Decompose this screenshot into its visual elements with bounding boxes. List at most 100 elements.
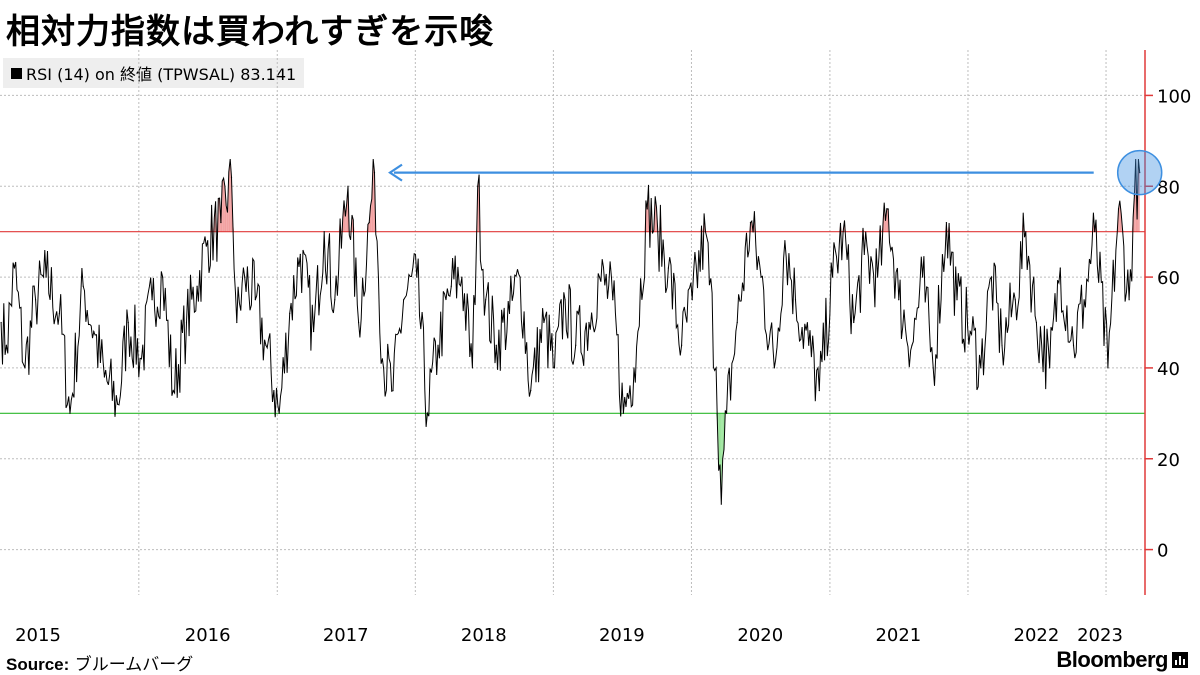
rsi-point (172, 390, 174, 392)
x-tick-label: 2018 (461, 625, 507, 646)
rsi-point (831, 276, 834, 278)
rsi-point (1117, 208, 1120, 210)
rsi-point (842, 231, 844, 233)
overbought-fill (346, 186, 349, 232)
rsi-point (945, 221, 948, 224)
rsi-point (898, 299, 900, 301)
rsi-point (1107, 367, 1109, 369)
rsi-point (58, 312, 60, 315)
rsi-point (990, 276, 993, 278)
annotation (388, 149, 1163, 196)
rsi-point (312, 330, 315, 333)
rsi-point (220, 221, 222, 224)
highlight-circle (1116, 149, 1163, 196)
y-tick-label: 40 (1157, 359, 1180, 380)
overbought-fill (228, 159, 231, 232)
rsi-point (45, 276, 47, 278)
x-axis-ticks: 2015 2016 2017 2018 2019 2020 2021 2022 2023 (15, 625, 1123, 646)
rsi-point (720, 503, 722, 505)
rsi-point (667, 267, 669, 269)
rsi-point (151, 299, 153, 301)
rsi-point (1094, 231, 1096, 233)
bars-icon (1172, 652, 1188, 668)
rsi-point (736, 321, 738, 324)
overbought-fill (223, 178, 225, 232)
rsi-point (162, 276, 164, 278)
oversold-fill (718, 413, 721, 471)
overbought-fill (222, 178, 224, 232)
rsi-point (969, 330, 971, 333)
rsi-point (760, 276, 762, 278)
rsi-point (530, 390, 532, 392)
rsi-point (575, 344, 577, 346)
rsi-point (347, 185, 349, 187)
brand-logo-text: Bloomberg (1056, 647, 1168, 672)
rsi-point (598, 276, 601, 278)
rsi-point (103, 376, 106, 378)
rsi-point (1049, 367, 1051, 369)
rsi-point (794, 299, 797, 301)
rsi-point (437, 344, 439, 346)
rsi-point (715, 367, 717, 369)
rsi-point (1025, 231, 1027, 233)
rsi-point (1014, 299, 1016, 301)
rsi-point (461, 276, 463, 278)
rsi-point (932, 367, 934, 369)
rsi-point (392, 390, 394, 392)
rsi-point (612, 299, 614, 301)
rsi-point (265, 344, 267, 346)
x-tick-label: 2017 (323, 625, 369, 646)
rsi-series (0, 158, 1141, 505)
rsi-point (299, 253, 301, 255)
rsi-point (1128, 299, 1130, 301)
rsi-point (784, 240, 786, 242)
source-note: Source: ブルームバーグ (6, 650, 193, 675)
rsi-point (853, 321, 855, 324)
rsi-point (1059, 267, 1061, 269)
rsi-point (24, 367, 26, 369)
rsi-point (207, 240, 209, 242)
rsi-point (381, 358, 384, 360)
rsi-point (127, 321, 129, 324)
rsi-point (185, 321, 188, 324)
source-text: ブルームバーグ (74, 655, 194, 675)
rsi-point (13, 267, 15, 269)
rsi-point (633, 367, 635, 369)
rsi-point (519, 276, 521, 278)
legend-label: RSI (14) on 終値 (TPWSAL) 83.141 (26, 65, 297, 84)
page-title: 相対力指数は買われすぎを示唆 (6, 12, 495, 52)
rsi-point (704, 231, 707, 233)
rsi-point (254, 299, 256, 301)
rsi-point (726, 412, 728, 414)
source-label: Source: (6, 655, 70, 674)
rsi-point (1139, 172, 1141, 174)
x-tick-label: 2019 (599, 625, 645, 646)
rsi-point (588, 321, 590, 324)
rsi-point (749, 221, 752, 224)
rsi-point (5, 344, 8, 346)
rsi-point (980, 367, 982, 369)
rsi-point (646, 208, 648, 210)
rsi-point (69, 412, 71, 414)
y-tick-label: 80 (1157, 177, 1180, 198)
rsi-point (876, 276, 879, 278)
rsi-point (543, 321, 545, 324)
rsi-point (289, 312, 291, 315)
rsi-point (196, 285, 198, 287)
rsi-point (691, 299, 693, 301)
rsi-point (230, 176, 233, 178)
rsi-point (681, 344, 683, 346)
rsi-point (564, 299, 566, 301)
overbought-fill (886, 208, 889, 232)
rsi-point (485, 299, 487, 301)
rsi-point (236, 321, 238, 324)
rsi-point (808, 344, 810, 346)
rsi-line (0, 158, 1141, 505)
rsi-point (1001, 344, 1003, 346)
x-tick-label: 2020 (737, 625, 783, 646)
y-tick-label: 60 (1157, 268, 1180, 289)
rsi-point (450, 285, 452, 287)
rsi-point (0, 321, 2, 324)
rsi-point (773, 367, 775, 369)
